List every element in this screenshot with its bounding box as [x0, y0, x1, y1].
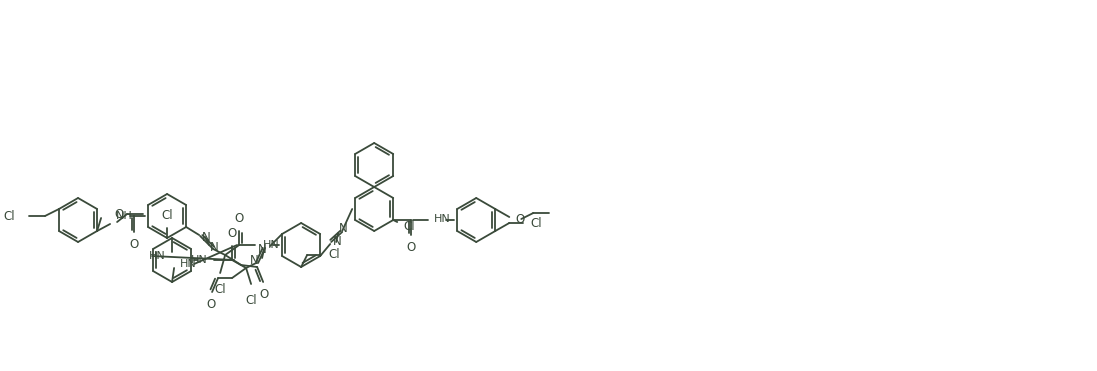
Text: N: N [258, 243, 267, 256]
Text: Cl: Cl [161, 209, 173, 222]
Text: N: N [211, 240, 219, 253]
Text: Cl: Cl [530, 217, 542, 230]
Text: Cl: Cl [214, 283, 226, 296]
Text: N: N [202, 230, 211, 243]
Text: O: O [260, 288, 269, 301]
Text: NH: NH [116, 211, 133, 221]
Text: Cl: Cl [3, 210, 15, 223]
Text: N: N [333, 234, 342, 247]
Text: O: O [206, 298, 216, 311]
Text: O: O [129, 238, 138, 251]
Text: O: O [227, 227, 237, 240]
Text: N: N [339, 221, 348, 234]
Text: O: O [407, 241, 416, 254]
Text: N: N [250, 255, 259, 267]
Text: HN: HN [180, 259, 196, 269]
Text: HN: HN [149, 251, 166, 261]
Text: O: O [235, 212, 244, 225]
Text: Cl: Cl [328, 249, 340, 262]
Text: Cl: Cl [404, 220, 415, 233]
Text: HN: HN [263, 240, 280, 250]
Text: HN: HN [434, 214, 451, 224]
Text: O: O [516, 213, 524, 226]
Text: O: O [114, 208, 123, 221]
Text: HN: HN [191, 255, 208, 265]
Text: Cl: Cl [246, 294, 257, 307]
